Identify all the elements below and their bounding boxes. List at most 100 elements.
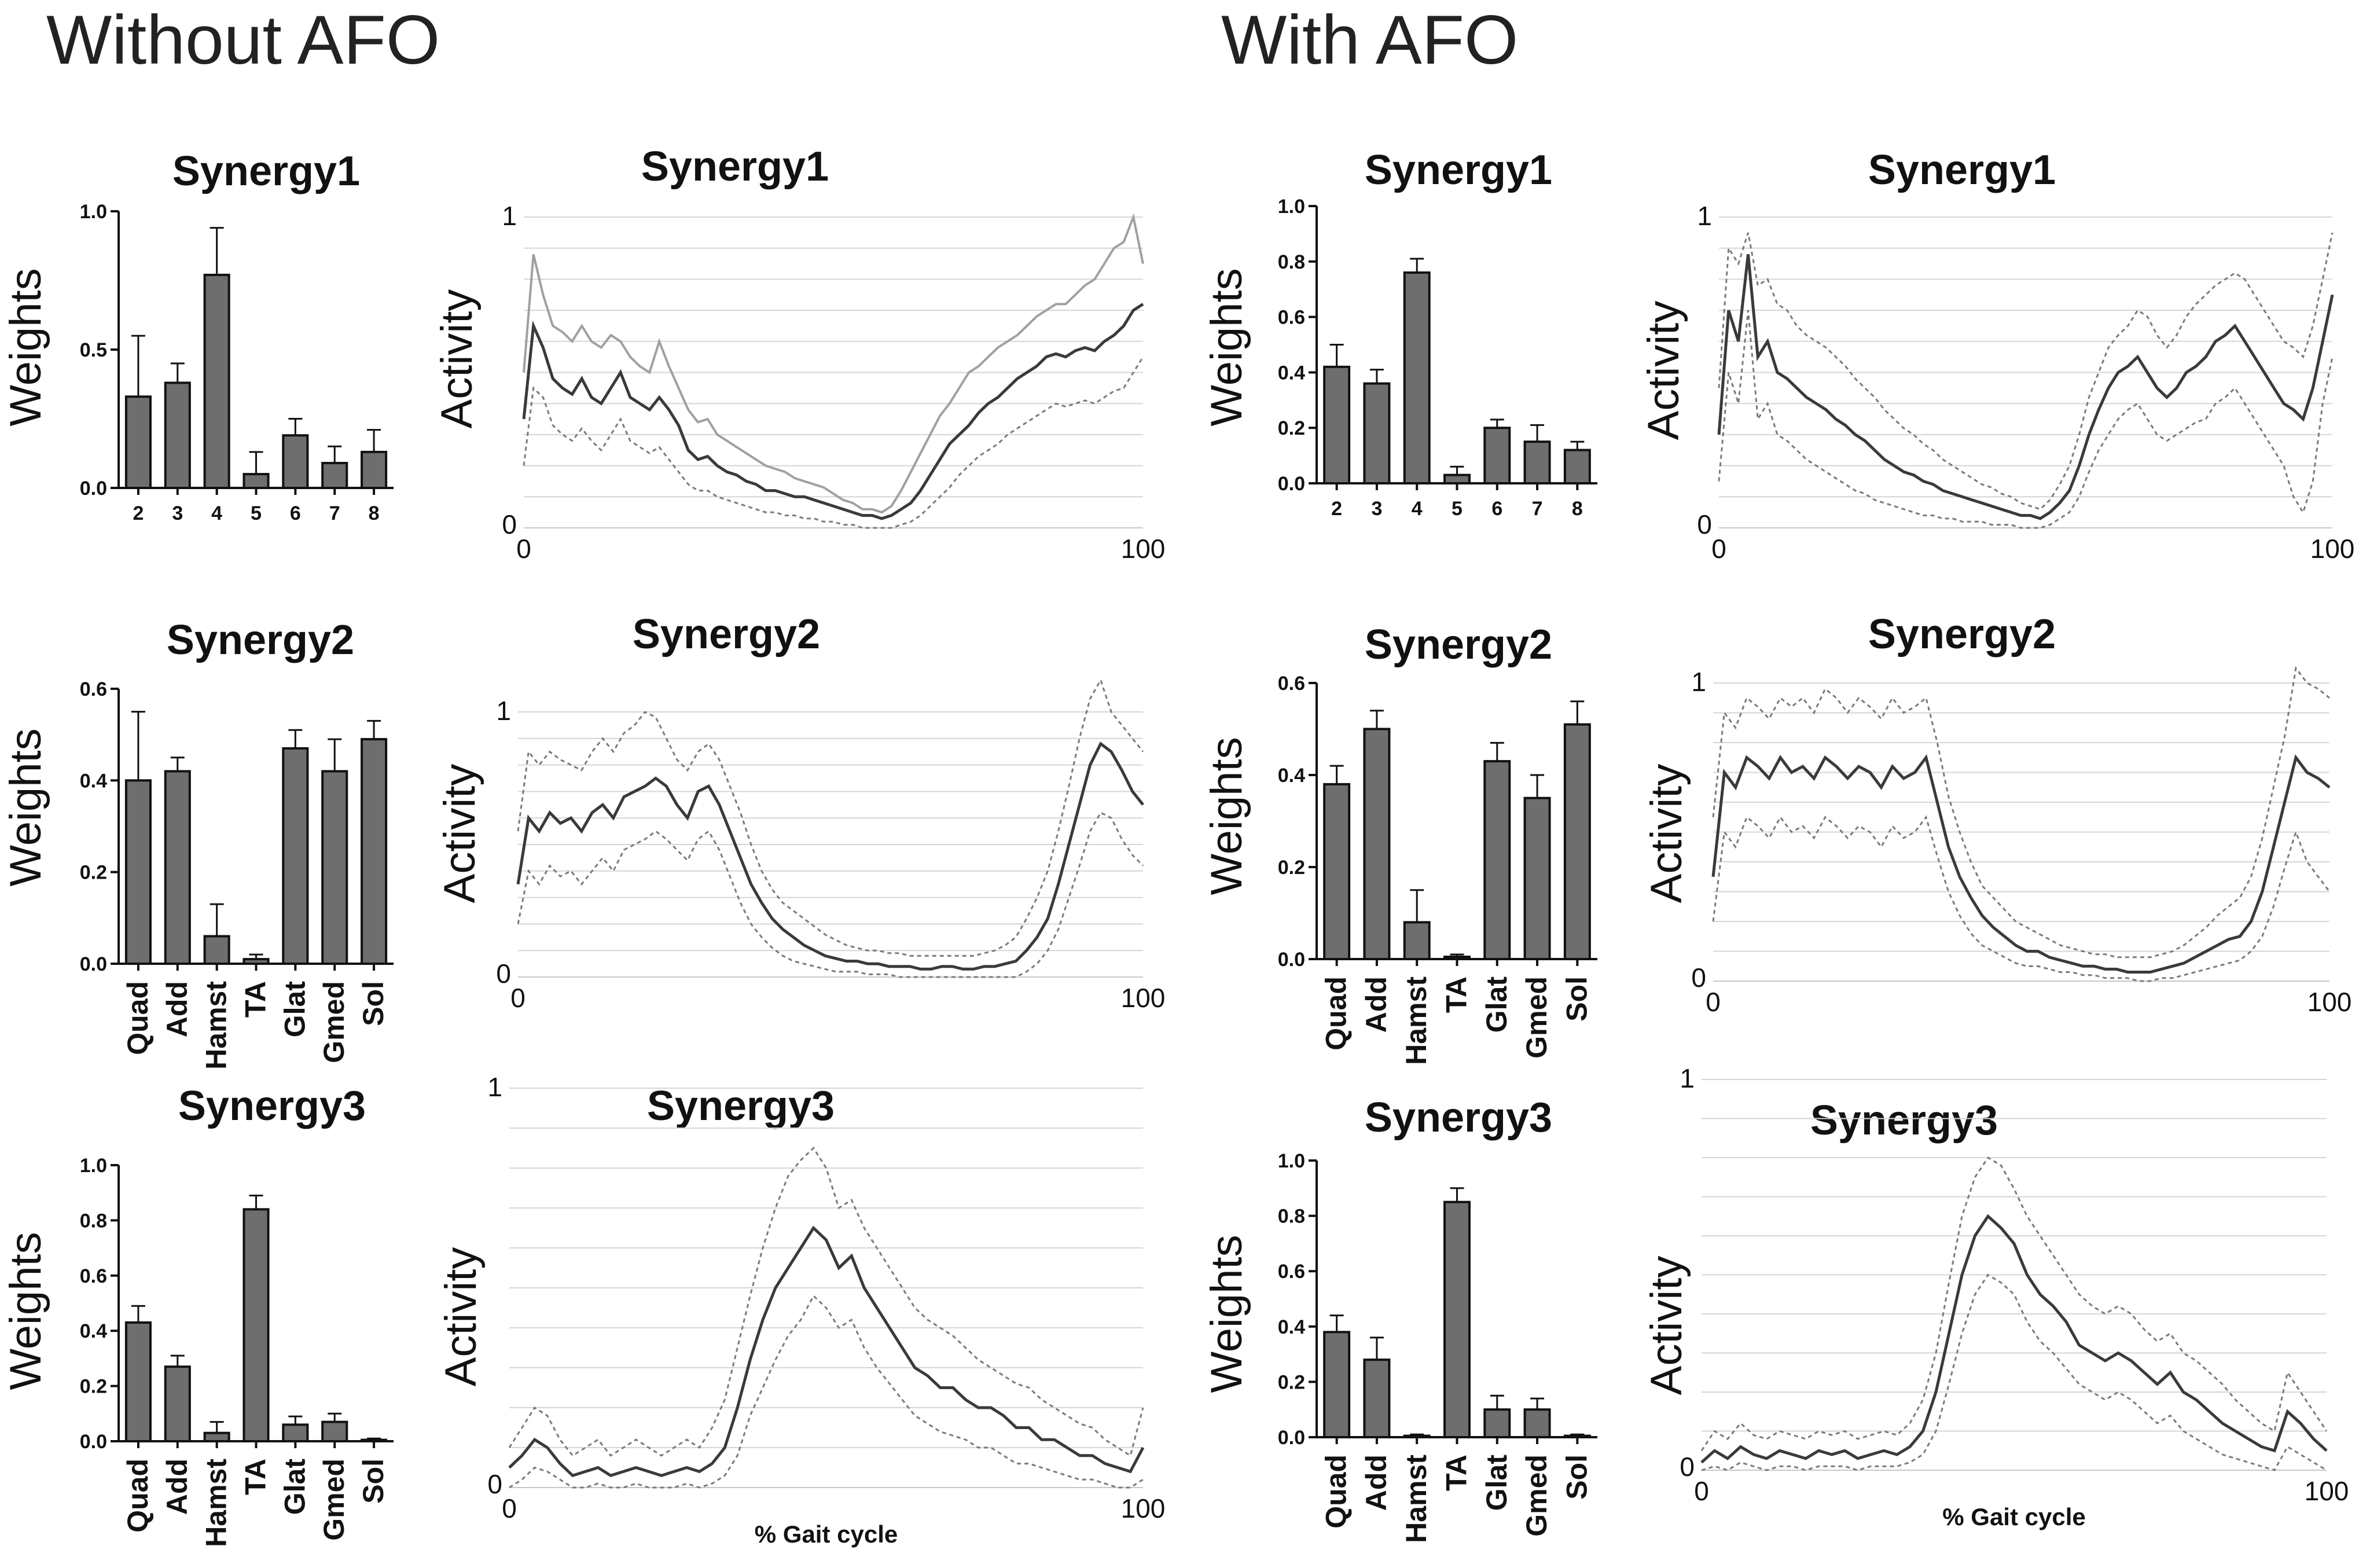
bar-category-label: TA — [240, 1459, 272, 1495]
bar-y-axis-label: Weights — [1202, 268, 1251, 426]
line-x-tick-min: 0 — [1694, 1476, 1709, 1506]
mean-activity-line — [1711, 754, 2331, 974]
upper-bound-line — [1700, 1156, 2328, 1452]
bar — [203, 935, 230, 965]
bar-y-tick-label: 0.0 — [1278, 949, 1305, 971]
line-x-tick-min: 0 — [516, 534, 531, 564]
line-chart-title: Synergy1 — [1868, 147, 2056, 193]
bar — [321, 1420, 348, 1443]
bar-category-label: TA — [240, 981, 272, 1018]
line-y-tick-max: 1 — [487, 1072, 502, 1102]
bar — [1523, 796, 1551, 960]
bar-y-tick-label: 0.0 — [1278, 1427, 1305, 1449]
line-y-tick-min: 0 — [496, 959, 511, 989]
header-with-afo: With AFO — [1221, 1, 1518, 79]
bar — [1403, 921, 1431, 961]
bar-chart-title: Synergy2 — [167, 617, 354, 663]
bar-y-tick-label: 0.6 — [1278, 673, 1305, 695]
bar-y-tick-label: 0.4 — [80, 770, 107, 792]
line-x-tick-min: 0 — [510, 983, 526, 1013]
line-y-tick-min: 0 — [1691, 963, 1706, 993]
bar — [124, 1321, 152, 1442]
bar-category-label: 2 — [133, 502, 144, 524]
bar-y-tick-label: 0.0 — [1278, 473, 1305, 495]
bar — [242, 1208, 270, 1443]
bar — [321, 461, 348, 489]
line-x-tick-max: 100 — [1121, 534, 1166, 564]
bar — [321, 770, 348, 965]
line-x-tick-max: 100 — [2307, 987, 2352, 1017]
bar-category-label: Gmed — [1520, 976, 1553, 1059]
bar-chart-4: Synergy2 Weights 0.0 0.2 0.4 0.6 Quad Add Hamst T… — [1202, 622, 1597, 1065]
bar-category-label: Hamst — [200, 1459, 233, 1547]
lower-bound-line — [1701, 1273, 2327, 1471]
lower-bound-line — [1718, 310, 2334, 529]
bar-category-label: 8 — [369, 502, 380, 524]
line-y-tick-max: 1 — [1697, 201, 1712, 231]
bar-category-label: Glat — [1480, 1455, 1513, 1511]
line-x-tick-min: 0 — [1711, 534, 1726, 564]
bar-y-tick-label: 0.2 — [1278, 857, 1305, 879]
bar-category-label: 6 — [1491, 498, 1502, 520]
bar — [1563, 1434, 1591, 1439]
bar — [164, 381, 191, 489]
bar — [282, 1423, 309, 1442]
bar — [242, 958, 270, 965]
bar-category-label: Add — [161, 981, 193, 1037]
bar-y-tick-label: 0.6 — [80, 678, 107, 700]
bar-y-tick-label: 0.6 — [1278, 1261, 1305, 1283]
bar-category-label: Add — [161, 1459, 193, 1515]
bar-y-tick-label: 0.8 — [1278, 1206, 1305, 1228]
line-x-axis-label: % Gait cycle — [755, 1521, 898, 1548]
bar-category-label: Quad — [1320, 1455, 1353, 1529]
bar — [1483, 427, 1511, 485]
bar — [124, 779, 152, 965]
bar — [1443, 956, 1471, 961]
line-x-tick-max: 100 — [2305, 1476, 2349, 1506]
line-y-tick-min: 0 — [1697, 509, 1712, 539]
bar — [1563, 723, 1591, 961]
bar-y-tick-label: 1.0 — [1278, 196, 1305, 218]
bar-category-label: 8 — [1572, 498, 1583, 520]
bar-y-axis-label: Weights — [1202, 1235, 1251, 1393]
bar — [164, 770, 191, 965]
bar — [203, 273, 230, 489]
bar-category-label: Add — [1360, 1455, 1392, 1511]
line-y-tick-max: 1 — [496, 696, 511, 726]
bar-y-axis-label: Weights — [1202, 737, 1251, 895]
bar-y-axis-label: Weights — [1, 1232, 50, 1390]
line-y-axis-label: Activity — [435, 764, 484, 904]
lower-bound-line — [517, 811, 1144, 978]
bar-category-label: 5 — [251, 502, 262, 524]
bar-y-tick-label: 0.4 — [1278, 765, 1305, 787]
bar-chart-title: Synergy1 — [1365, 147, 1552, 193]
bar-y-tick-label: 0.0 — [80, 478, 107, 500]
line-y-tick-max: 1 — [1680, 1063, 1695, 1093]
bar-chart-2: Synergy1 Weights 0.0 0.2 0.4 0.6 0.8 1.0 2 3 4 5 6 7 8 — [1202, 147, 1597, 520]
bar-y-tick-label: 0.0 — [80, 1431, 107, 1453]
bar-category-label: Gmed — [318, 1459, 350, 1541]
line-y-tick-min: 0 — [1680, 1452, 1695, 1482]
bar — [1403, 271, 1431, 484]
bar-category-label: Glat — [278, 981, 311, 1038]
line-x-axis-label: % Gait cycle — [1942, 1503, 2085, 1530]
line-y-axis-label: Activity — [436, 1247, 486, 1387]
mean-activity-line — [522, 303, 1144, 520]
bar-y-tick-label: 1.0 — [1278, 1150, 1305, 1172]
line-x-tick-max: 100 — [2310, 534, 2355, 564]
line-x-tick-max: 100 — [1121, 1493, 1166, 1523]
line-chart-title: Synergy3 — [647, 1083, 835, 1129]
bar-y-tick-label: 0.5 — [80, 339, 107, 361]
line-x-tick-min: 0 — [1706, 987, 1721, 1017]
bar-category-label: 7 — [329, 502, 340, 524]
lower-bound-line — [523, 356, 1144, 529]
bar-category-label: Hamst — [1400, 976, 1432, 1065]
bar-category-label: Gmed — [318, 981, 350, 1063]
header-without-afo: Without AFO — [46, 1, 440, 79]
bar-y-tick-label: 0.4 — [1278, 1316, 1305, 1338]
line-y-tick-min: 0 — [502, 509, 517, 539]
bar — [164, 1365, 191, 1442]
